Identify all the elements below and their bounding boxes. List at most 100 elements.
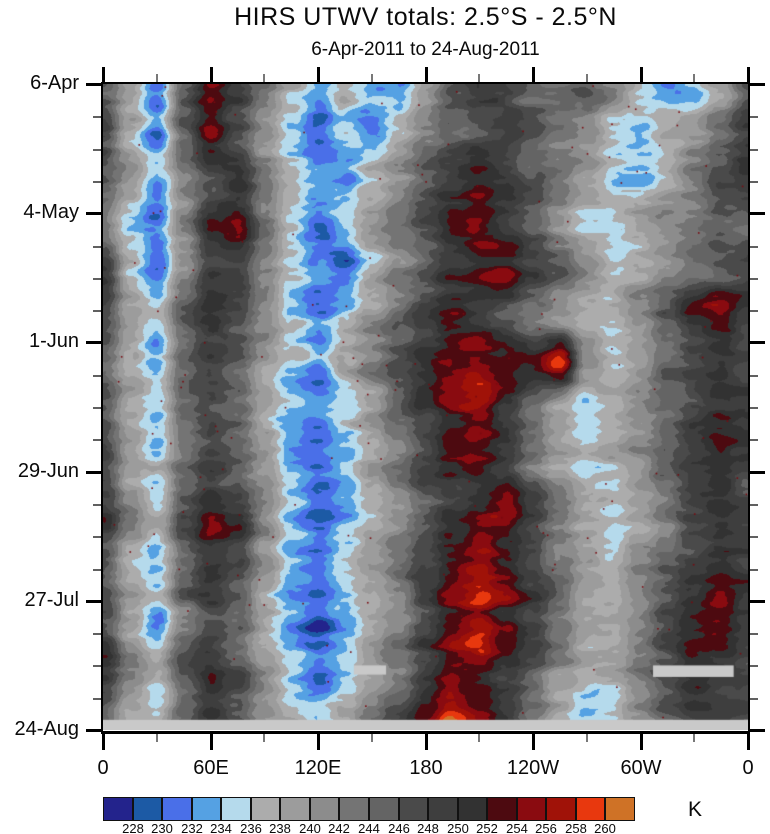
x-axis-minor-tick — [263, 734, 265, 742]
y-axis-minor-tick-right — [750, 278, 758, 280]
x-axis-major-tick — [425, 734, 428, 750]
x-axis-tick-label: 180 — [409, 757, 443, 779]
y-axis-minor-tick-right — [750, 504, 758, 506]
y-axis-major-tick — [86, 729, 101, 732]
y-axis-minor-tick-right — [750, 698, 758, 700]
x-axis-major-tick-top — [532, 67, 535, 82]
x-axis-major-tick-top — [747, 67, 750, 82]
chart-subtitle: 6-Apr-2011 to 24-Aug-2011 — [311, 39, 540, 60]
y-axis-tick-label: 29-Jun — [17, 460, 79, 482]
x-axis-minor-tick-top — [478, 74, 480, 82]
y-axis-minor-tick-right — [750, 633, 758, 635]
y-axis-tick-label: 4-May — [23, 201, 79, 223]
y-axis-minor-tick — [93, 246, 101, 248]
y-axis-minor-tick-right — [750, 116, 758, 118]
x-axis-minor-tick — [586, 734, 588, 742]
y-axis-minor-tick — [93, 149, 101, 151]
y-axis-major-tick-right — [750, 471, 765, 474]
y-axis-major-tick — [86, 212, 101, 215]
colorbar-tick-label: 234 — [210, 821, 232, 834]
colorbar-segment — [546, 797, 576, 821]
x-axis-minor-tick-top — [371, 74, 373, 82]
x-axis-tick-label: 60E — [193, 757, 229, 779]
x-axis-tick-label: 0 — [97, 757, 109, 779]
x-axis-minor-tick — [156, 734, 158, 742]
colorbar-tick-label: 258 — [565, 821, 587, 834]
y-axis-minor-tick-right — [750, 536, 758, 538]
y-axis-tick-label: 27-Jul — [24, 589, 79, 611]
y-axis-minor-tick — [93, 181, 101, 183]
x-axis-major-tick — [102, 734, 105, 750]
y-axis-tick-label: 24-Aug — [14, 718, 80, 740]
colorbar-tick-label: 238 — [269, 821, 291, 834]
plot-frame — [101, 82, 750, 734]
y-axis-minor-tick — [93, 569, 101, 571]
x-axis-minor-tick-top — [263, 74, 265, 82]
colorbar-segment — [339, 797, 369, 821]
y-axis-minor-tick-right — [750, 149, 758, 151]
x-axis-minor-tick — [693, 734, 695, 742]
x-axis-minor-tick-top — [693, 74, 695, 82]
y-axis-minor-tick-right — [750, 407, 758, 409]
y-axis-major-tick — [86, 341, 101, 344]
y-axis-minor-tick — [93, 278, 101, 280]
y-axis-minor-tick — [93, 665, 101, 667]
x-axis-tick-label: 60W — [620, 757, 662, 779]
colorbar-tick-label: 250 — [447, 821, 469, 834]
colorbar-segment — [103, 797, 133, 821]
y-axis-minor-tick-right — [750, 569, 758, 571]
y-axis-minor-tick-right — [750, 246, 758, 248]
y-axis-minor-tick — [93, 698, 101, 700]
y-axis-minor-tick — [93, 375, 101, 377]
y-axis-major-tick-right — [750, 729, 765, 732]
y-axis-major-tick-right — [750, 212, 765, 215]
colorbar-segment — [251, 797, 280, 821]
y-axis-minor-tick-right — [750, 181, 758, 183]
x-axis-minor-tick — [478, 734, 480, 742]
colorbar-tick-label: 256 — [535, 821, 557, 834]
colorbar-tick-label: 228 — [122, 821, 144, 834]
x-axis-major-tick-top — [425, 67, 428, 82]
y-axis-tick-label: 6-Apr — [30, 72, 79, 94]
y-axis-major-tick — [86, 83, 101, 86]
x-axis-minor-tick-top — [586, 74, 588, 82]
colorbar-tick-label: 246 — [388, 821, 410, 834]
colorbar-segment — [133, 797, 162, 821]
x-axis-major-tick — [640, 734, 643, 750]
y-axis-minor-tick — [93, 633, 101, 635]
colorbar-segment — [369, 797, 399, 821]
colorbar-segment — [192, 797, 221, 821]
y-axis-minor-tick — [93, 116, 101, 118]
colorbar-tick-label: 232 — [181, 821, 203, 834]
colorbar-tick-label: 248 — [417, 821, 439, 834]
colorbar-tick-label: 244 — [358, 821, 380, 834]
colorbar-segment — [605, 797, 635, 821]
x-axis-minor-tick-top — [156, 74, 158, 82]
colorbar-tick-label: 242 — [328, 821, 350, 834]
colorbar-tick-label: 230 — [151, 821, 173, 834]
y-axis-major-tick — [86, 471, 101, 474]
colorbar-segment — [221, 797, 251, 821]
y-axis-minor-tick — [93, 504, 101, 506]
y-axis-major-tick-right — [750, 83, 765, 86]
colorbar-tick-label: 240 — [299, 821, 321, 834]
colorbar-segment — [487, 797, 517, 821]
chart-title: HIRS UTWV totals: 2.5°S - 2.5°N — [234, 3, 617, 31]
colorbar-tick-label: 252 — [476, 821, 498, 834]
colorbar-tick-label: 254 — [506, 821, 528, 834]
hovmoller-field-canvas — [103, 84, 748, 730]
colorbar-segment — [428, 797, 458, 821]
x-axis-major-tick — [317, 734, 320, 750]
x-axis-minor-tick — [371, 734, 373, 742]
y-axis-major-tick-right — [750, 600, 765, 603]
colorbar-segment — [576, 797, 605, 821]
colorbar-segment — [280, 797, 310, 821]
y-axis-major-tick — [86, 600, 101, 603]
colorbar-tick-label: 236 — [240, 821, 262, 834]
y-axis-minor-tick — [93, 310, 101, 312]
y-axis-minor-tick — [93, 536, 101, 538]
y-axis-tick-label: 1-Jun — [28, 330, 79, 352]
x-axis-major-tick — [532, 734, 535, 750]
colorbar-segment — [399, 797, 428, 821]
